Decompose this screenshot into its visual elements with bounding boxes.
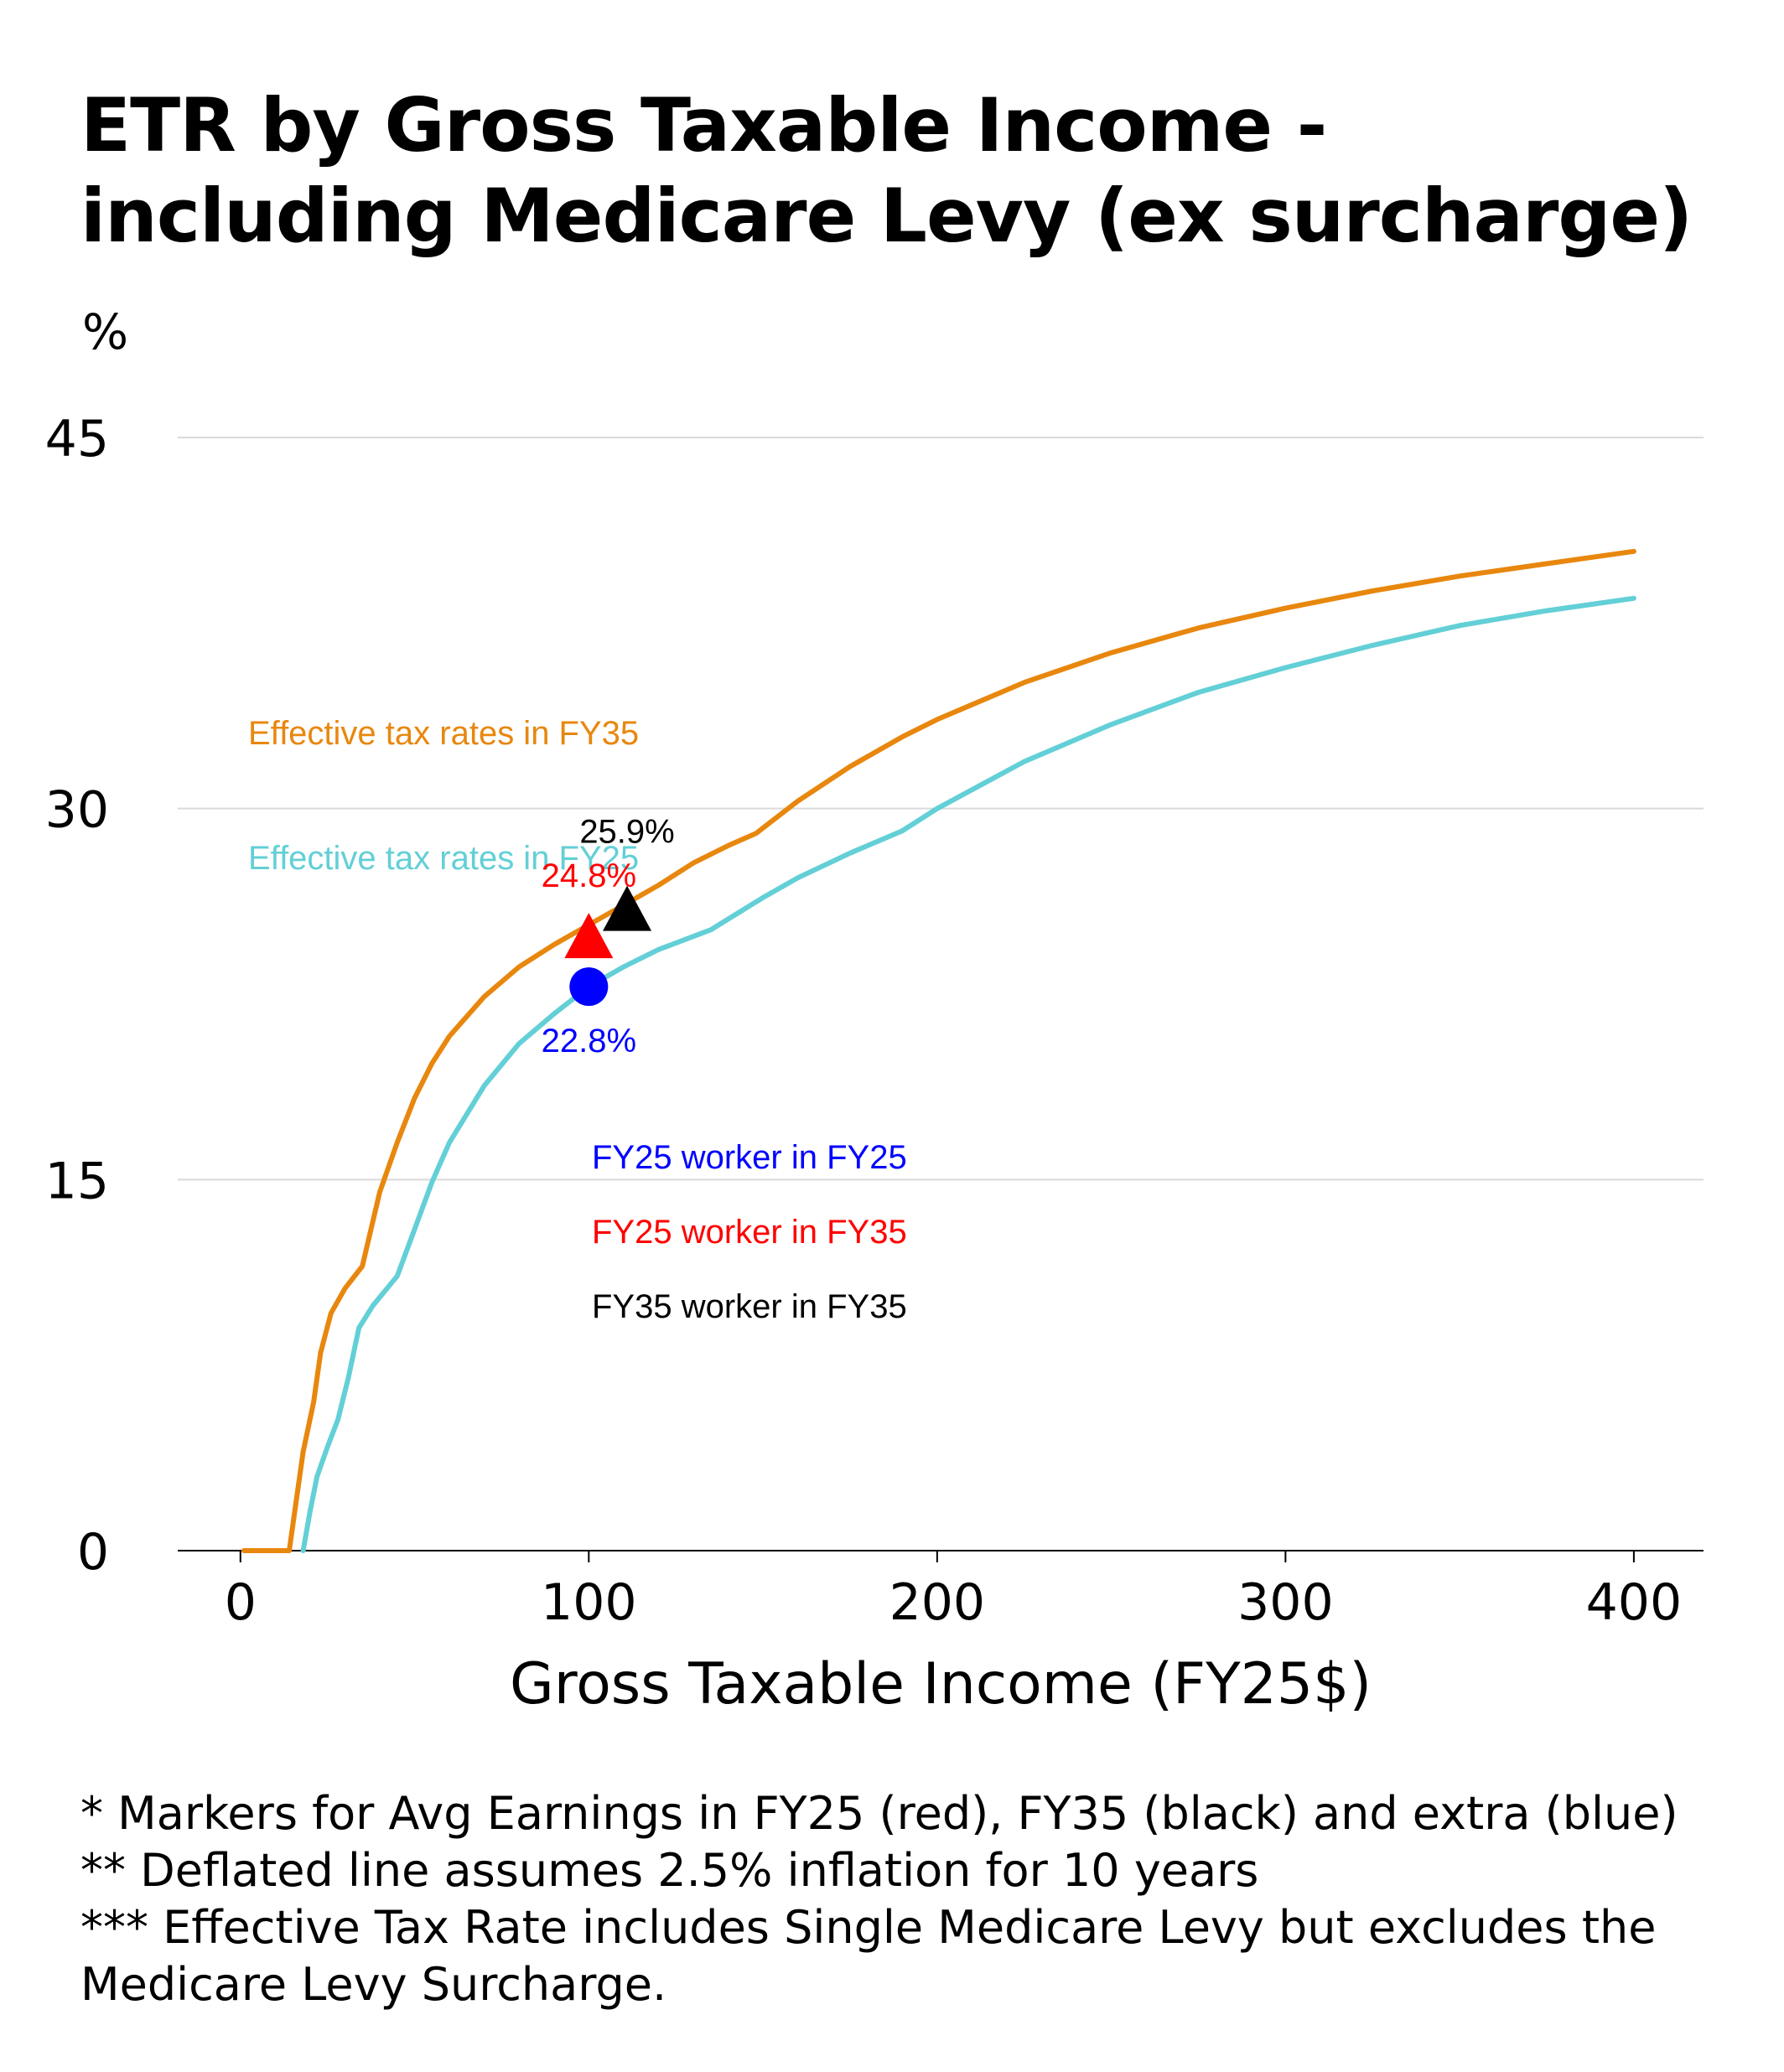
legend: Effective tax rates in FY35 Effective tax… (248, 715, 907, 1325)
series-line-fy35 (241, 548, 1636, 1553)
chart-title: ETR by Gross Taxable Income - including … (80, 82, 1693, 259)
y-tick-label: 0 (77, 1523, 109, 1582)
x-tick-label: 100 (541, 1573, 637, 1632)
footnote-4: Medicare Levy Surcharge. (80, 1958, 667, 2011)
series-line-fy25 (300, 595, 1636, 1553)
footnote-2: ** Deflated line assumes 2.5% inflation … (80, 1844, 1259, 1897)
marker-triangle (564, 913, 614, 959)
series-lines (241, 548, 1636, 1553)
marker-legend-label: FY25 worker in FY35 (592, 1214, 907, 1251)
axes: 0 15 30 45 0 100 200 300 400 Gross Taxable Income… (45, 410, 1704, 1717)
x-tick-label: 0 (225, 1573, 257, 1632)
marker-value-label: 22.8% (542, 1023, 636, 1059)
y-tick-label: 45 (45, 410, 109, 469)
etr-line-chart: 0 15 30 45 0 100 200 300 400 Gross Taxable Income… (45, 410, 1704, 1717)
series-legend-label: Effective tax rates in FY35 (248, 715, 639, 752)
x-axis-title: Gross Taxable Income (FY25$) (510, 1651, 1372, 1717)
markers: 22.8% 24.8% 25.9% (542, 814, 675, 1059)
x-tick-label: 400 (1586, 1573, 1683, 1632)
x-tick-label: 200 (889, 1573, 986, 1632)
marker-value-label: 24.8% (542, 857, 636, 894)
y-tick-label: 30 (45, 781, 109, 840)
series-legend-label: Effective tax rates in FY25 (248, 840, 639, 877)
footnote-1: * Markers for Avg Earnings in FY25 (red)… (80, 1787, 1678, 1840)
marker-circle (569, 967, 609, 1007)
marker-value-label: 25.9% (579, 814, 674, 851)
marker-legend-label: FY35 worker in FY35 (592, 1288, 907, 1325)
marker-legend-label: FY25 worker in FY25 (592, 1139, 907, 1176)
y-tick-label: 15 (45, 1152, 109, 1210)
footnotes: * Markers for Avg Earnings in FY25 (red)… (80, 1785, 1740, 2013)
marker-triangle (603, 885, 652, 931)
footnote-3: *** Effective Tax Rate includes Single M… (80, 1901, 1657, 1954)
y-axis-unit: % (82, 303, 129, 360)
x-tick-label: 300 (1237, 1573, 1334, 1632)
